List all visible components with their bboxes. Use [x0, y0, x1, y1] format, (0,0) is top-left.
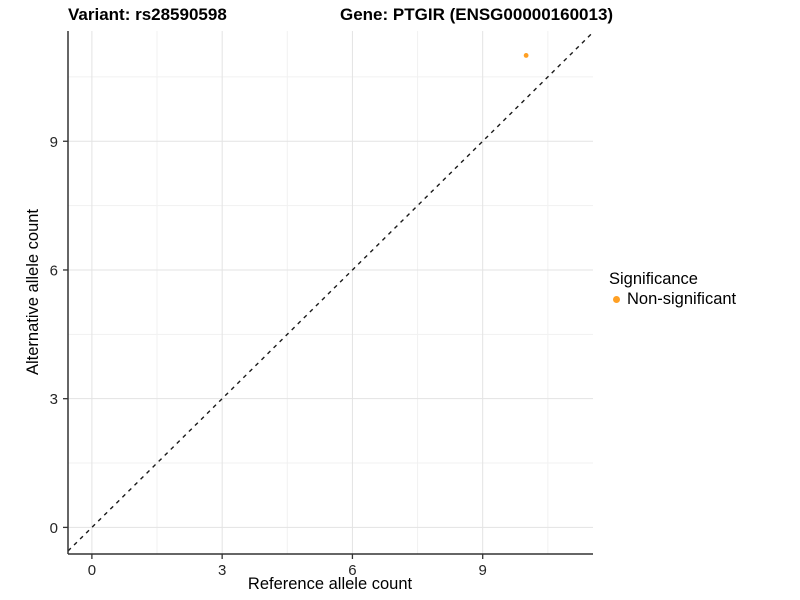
svg-text:0: 0: [50, 520, 58, 537]
svg-text:6: 6: [50, 262, 58, 279]
x-axis-title: Reference allele count: [248, 575, 413, 593]
legend-item: Non-significant: [609, 289, 736, 309]
legend-item-label: Non-significant: [627, 290, 737, 308]
svg-text:9: 9: [479, 562, 487, 579]
svg-text:0: 0: [88, 562, 96, 579]
legend-point-icon: [613, 295, 620, 303]
plot-title-gene: Gene: PTGIR (ENSG00000160013): [340, 5, 613, 24]
y-axis-title: Alternative allele count: [24, 209, 42, 375]
svg-text:6: 6: [348, 562, 356, 579]
svg-text:3: 3: [218, 562, 226, 579]
svg-text:9: 9: [50, 134, 58, 151]
legend-title: Significance: [609, 270, 698, 288]
plot-panel: 0 3 6 9 0 3 6 9: [50, 31, 594, 579]
legend: Significance Non-significant: [609, 269, 736, 309]
plot-title-variant: Variant: rs28590598: [68, 5, 227, 24]
svg-text:3: 3: [50, 391, 58, 408]
